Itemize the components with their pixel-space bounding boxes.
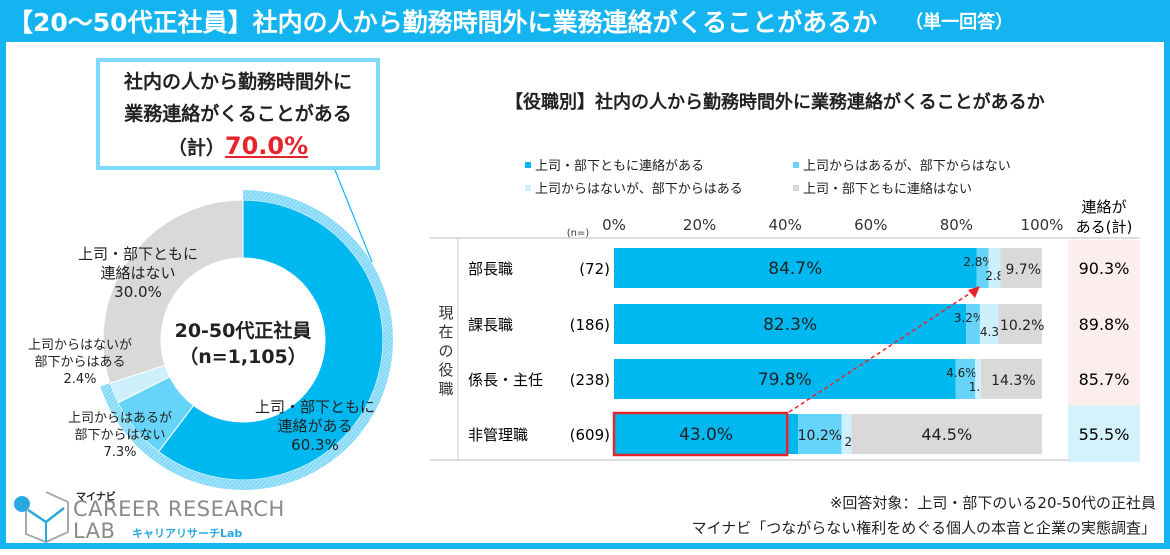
footer-target: ※回答対象：上司・部下のいる20-50代の正社員: [829, 494, 1156, 512]
category-label: 係長・主任: [468, 371, 543, 389]
callout-prefix: （計）: [167, 137, 225, 159]
donut-chart: [100, 190, 393, 490]
bar-value-label: 79.8%: [758, 370, 812, 390]
bar-segment: [798, 414, 842, 454]
x-tick-label: 0%: [602, 216, 626, 234]
legend-item: 上司・部下ともに連絡はない: [793, 178, 972, 197]
total-value: 89.8%: [1079, 315, 1130, 334]
bar-segment: [988, 248, 1001, 288]
donut-center-label: 20-50代正社員 （n=1,105）: [163, 318, 323, 370]
slice-label-boss-only: 上司からはあるが 部下からはない 7.3%: [68, 411, 173, 460]
group-label-char: 現: [438, 304, 453, 322]
callout-line1: 社内の人から勤務時間外に: [123, 71, 352, 93]
bar-segment: [614, 304, 967, 344]
bar-value-label: 84.7%: [768, 259, 822, 279]
legend-item: 上司からはないが、部下からはある: [525, 178, 743, 197]
total-value: 85.7%: [1079, 370, 1130, 389]
legend-item: 上司からはあるが、部下からはない: [793, 155, 1011, 174]
bar-value-label: 9.7%: [1005, 262, 1041, 278]
bar-value-label: 4.6%: [946, 366, 977, 380]
x-tick-label: 60%: [854, 216, 887, 234]
slice-label-both: 上司・部下ともに 連絡がある 60.3%: [255, 398, 376, 454]
x-tick-label: 20%: [683, 216, 716, 234]
bar-segment: [976, 248, 989, 288]
total-cell: [1068, 351, 1140, 407]
total-cell: [1068, 296, 1140, 352]
center-title: 20-50代正社員: [174, 320, 312, 342]
bar-chart-title: 【役職別】社内の人から勤務時間外に業務連絡がくることがあるか: [505, 92, 1045, 113]
x-tick-label: 40%: [769, 216, 802, 234]
center-n: （n=1,105）: [179, 346, 307, 368]
callout-value: 70.0%: [224, 132, 309, 160]
page-subtitle: （単一回答）: [905, 12, 1014, 33]
arrow-head-icon: [968, 286, 980, 298]
category-label: 非管理職: [468, 426, 528, 444]
bar-segment: [614, 359, 956, 399]
footer-source: マイナビ「つながらない権利をめぐる個人の本音と企業の実態調査」: [691, 519, 1156, 537]
bar-value-label: 3.2%: [954, 311, 985, 325]
callout-line2: 業務連絡がくることがある: [124, 103, 352, 125]
total-header: 連絡が: [1081, 198, 1126, 216]
bar-segment: [1000, 248, 1042, 288]
group-label-char: 役: [438, 361, 453, 379]
legend-item: 上司・部下ともに連絡がある: [525, 155, 704, 174]
total-header: ある(計): [1076, 218, 1133, 236]
n-value: (186): [570, 316, 610, 334]
highlight-box: [612, 411, 789, 457]
bar-value-label: 10.2%: [1000, 318, 1044, 334]
bar-segment: [980, 359, 1042, 399]
bar-value-label: 10.2%: [798, 428, 842, 444]
category-label: 課長職: [468, 316, 513, 334]
callout-pointer: [334, 169, 373, 263]
donut-slice: [102, 199, 244, 384]
bar-segment: [975, 359, 981, 399]
total-value: 90.3%: [1079, 259, 1130, 278]
group-label-char: 在: [438, 323, 453, 341]
bar-segment: [998, 304, 1042, 344]
n-value: (238): [570, 371, 610, 389]
bar-segment: [841, 414, 852, 454]
bar-value-label: 43.0%: [679, 425, 733, 445]
n-value: (72): [579, 260, 610, 278]
slice-label-sub-only: 上司からはないが 部下からはある 2.4%: [28, 338, 133, 387]
n-value: (609): [570, 426, 610, 444]
category-label: 部長職: [468, 260, 513, 278]
bar-segment: [979, 304, 999, 344]
bar-segment: [955, 359, 976, 399]
title-bar: 【20～50代正社員】社内の人から勤務時間外に業務連絡がくることがあるか （単一…: [0, 0, 1170, 42]
logo-text: CAREER RESEARCH LAB: [73, 497, 285, 543]
slice-label-none: 上司・部下ともに 連絡はない 30.0%: [78, 245, 199, 301]
total-cell: [1068, 240, 1140, 296]
group-label-char: の: [438, 342, 453, 360]
group-label-char: 職: [438, 380, 453, 398]
bar-value-label: 14.3%: [991, 373, 1035, 389]
bar-segment: [614, 414, 799, 454]
logo-brand: マイナビ: [76, 492, 116, 503]
bar-value-label: 44.5%: [921, 425, 972, 444]
logo-kana: キャリアリサーチLab: [132, 527, 243, 540]
x-tick-label: 80%: [940, 216, 973, 234]
logo-icon: [14, 491, 69, 544]
bar-value-label: 82.3%: [763, 315, 817, 335]
bar-segment: [966, 304, 980, 344]
trend-arrow: [788, 291, 973, 413]
total-value: 55.5%: [1079, 425, 1130, 444]
bar-segment: [614, 248, 977, 288]
bar-value-label: 2.8%: [963, 255, 994, 269]
page-title: 【20～50代正社員】社内の人から勤務時間外に業務連絡がくることがあるか: [8, 8, 878, 37]
n-label: (n=): [567, 228, 590, 239]
x-tick-label: 100%: [1021, 216, 1064, 234]
total-cell: [1068, 406, 1140, 462]
bar-segment: [851, 414, 1042, 454]
callout-box: 社内の人から勤務時間外に 業務連絡がくることがある （計）70.0%: [96, 58, 380, 170]
